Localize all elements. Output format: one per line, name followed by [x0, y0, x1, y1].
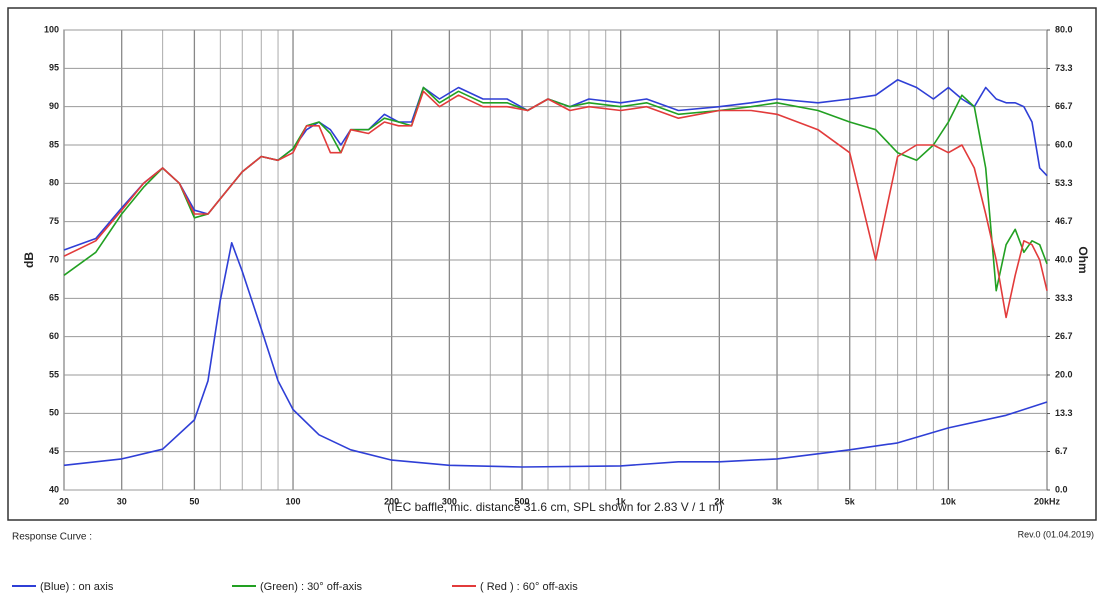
y-tick-label: 60 — [49, 331, 59, 341]
y2-tick-label: 20.0 — [1055, 369, 1073, 379]
y2-tick-label: 40.0 — [1055, 254, 1073, 264]
y-tick-label: 75 — [49, 216, 59, 226]
y-tick-label: 85 — [49, 139, 59, 149]
legend-label: (Blue) : on axis — [40, 581, 114, 593]
x-tick-label: 100 — [286, 496, 301, 506]
x-tick-label: 500 — [515, 496, 530, 506]
y2-tick-label: 60.0 — [1055, 139, 1073, 149]
y2-tick-label: 53.3 — [1055, 178, 1073, 188]
y-tick-label: 55 — [49, 369, 59, 379]
impedance-line — [63, 242, 1048, 468]
chart-frame — [7, 7, 1097, 521]
y-tick-label: 45 — [49, 446, 59, 456]
x-tick-label: 200 — [384, 496, 399, 506]
x-axis-label: (IEC baffle, mic. distance 31.6 cm, SPL … — [387, 500, 722, 514]
y2-tick-label: 33.3 — [1055, 293, 1073, 303]
y-axis-label: dB — [22, 252, 36, 268]
x-tick-label: 10k — [941, 496, 957, 506]
y2-tick-label: 80.0 — [1055, 24, 1073, 34]
x-tick-label: 2k — [714, 496, 725, 506]
y2-tick-label: 13.3 — [1055, 408, 1073, 418]
x-tick-label: 5k — [845, 496, 856, 506]
response-line — [63, 90, 1048, 319]
revision: Rev.0 (01.04.2019) — [1018, 529, 1094, 539]
x-tick-label: 50 — [189, 496, 199, 506]
y-tick-label: 95 — [49, 63, 59, 73]
x-tick-label: 300 — [442, 496, 457, 506]
y-tick-label: 65 — [49, 293, 59, 303]
x-tick-label: 20kHz — [1034, 496, 1061, 506]
y-tick-label: 80 — [49, 178, 59, 188]
legend-label: ( Red ) : 60° off-axis — [480, 581, 578, 593]
legend-label: (Green) : 30° off-axis — [260, 581, 363, 593]
y2-tick-label: 73.3 — [1055, 63, 1073, 73]
y2-tick-label: 46.7 — [1055, 216, 1073, 226]
x-tick-label: 3k — [772, 496, 783, 506]
y2-tick-label: 6.7 — [1055, 446, 1068, 456]
y2-tick-label: 26.7 — [1055, 331, 1073, 341]
y2-axis-label: Ohm — [1076, 246, 1090, 273]
x-tick-label: 20 — [59, 496, 69, 506]
y-tick-label: 40 — [49, 484, 59, 494]
y-tick-label: 50 — [49, 408, 59, 418]
y2-tick-label: 0.0 — [1055, 484, 1068, 494]
legend-title: Response Curve : — [12, 532, 92, 543]
y-tick-label: 90 — [49, 101, 59, 111]
x-tick-label: 30 — [117, 496, 127, 506]
y2-tick-label: 66.7 — [1055, 101, 1073, 111]
x-tick-label: 1k — [616, 496, 627, 506]
y-tick-label: 100 — [44, 24, 59, 34]
y-tick-label: 70 — [49, 254, 59, 264]
